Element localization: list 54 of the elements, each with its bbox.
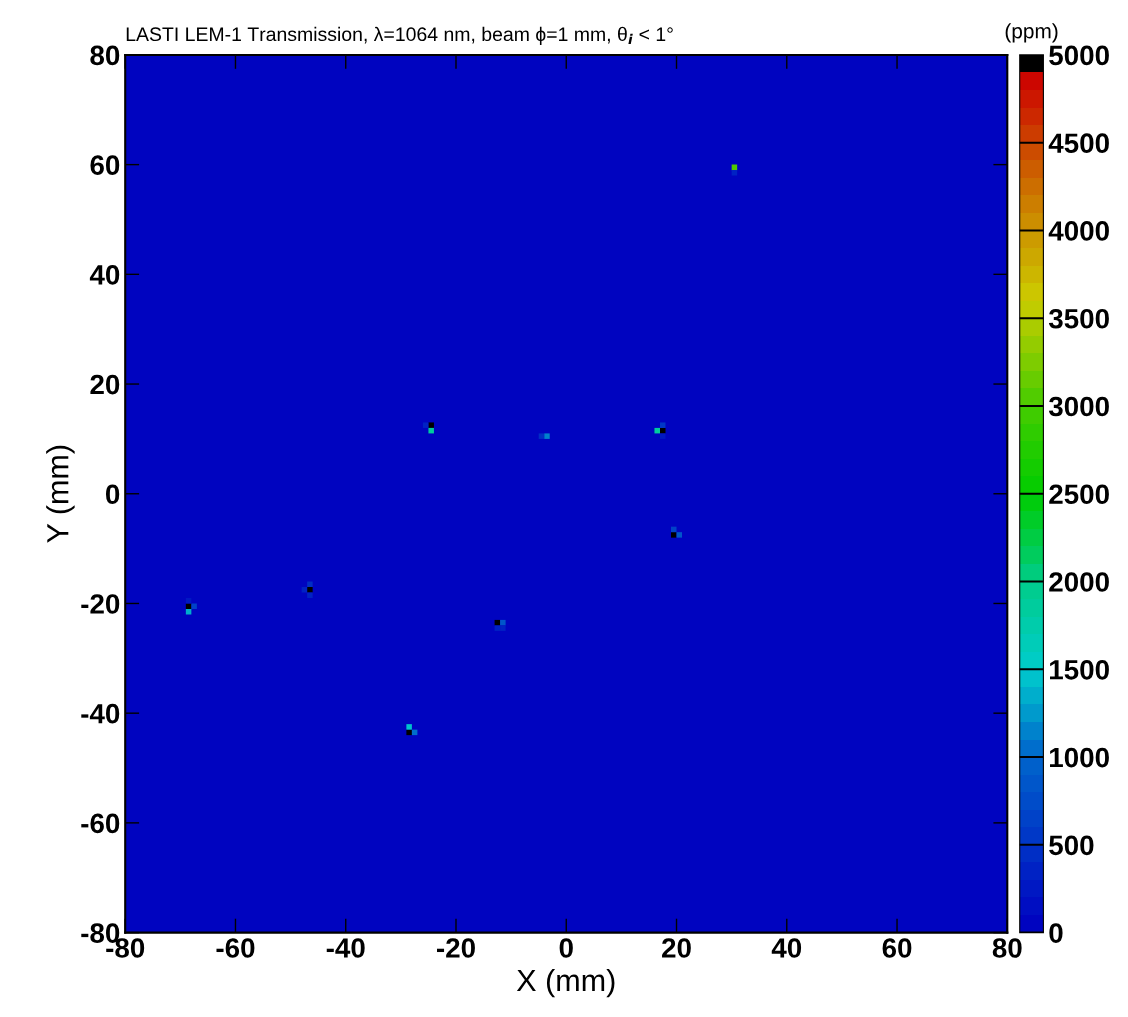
color-bar-label: 0 <box>1049 923 1063 943</box>
point <box>659 433 666 439</box>
point <box>500 619 506 626</box>
point <box>422 422 429 428</box>
y-tick-label: 20 <box>90 374 120 395</box>
y-tick-label: -60 <box>81 813 120 834</box>
x-tick-label: -60 <box>216 938 255 958</box>
color-bar-label: 3500 <box>1048 308 1109 329</box>
point <box>191 603 197 609</box>
point <box>406 729 412 736</box>
y-tick-label: 60 <box>90 155 120 175</box>
y-tick-label: 80 <box>90 45 120 66</box>
color-bar-label: 5000 <box>1049 45 1109 66</box>
y-tick-label: 0 <box>106 484 120 505</box>
x-tick-label: 80 <box>992 938 1022 958</box>
point <box>185 603 192 609</box>
point <box>307 586 313 593</box>
color-bar-label: 2500 <box>1049 484 1109 505</box>
point <box>671 526 677 533</box>
point <box>307 592 313 598</box>
point <box>671 532 677 538</box>
chart-title: LASTI LEM-1 Transmission, λ=1064 nm, beam ϕ=1 mm, θ$_{i}$ < 1° <box>126 26 673 45</box>
point <box>494 625 501 631</box>
point <box>406 724 412 730</box>
color-bar-label: 4000 <box>1048 221 1109 241</box>
x-tick-label: -40 <box>326 938 365 958</box>
y-tick-label: -20 <box>81 594 120 614</box>
point <box>538 433 545 439</box>
x-tick-label: -20 <box>437 938 475 958</box>
point <box>659 422 666 428</box>
point <box>731 170 738 176</box>
point <box>544 433 550 439</box>
y-tick-label: -40 <box>81 703 120 724</box>
x-tick-label: 60 <box>882 938 912 958</box>
color-bar-label: 4500 <box>1048 133 1109 154</box>
point <box>301 586 308 593</box>
y-tick-label: 40 <box>89 265 120 285</box>
point <box>428 422 434 428</box>
point <box>500 625 506 631</box>
point <box>428 427 434 434</box>
y-axis-title: Y (mm) <box>46 445 75 543</box>
color-bar-title: (ppm) <box>1005 23 1058 43</box>
color-bar-label: 3000 <box>1048 396 1109 417</box>
color-bar-label: 1000 <box>1050 747 1109 768</box>
x-axis-title: X (mm) <box>516 968 615 998</box>
x-tick-label: 40 <box>771 938 802 958</box>
x-tick-label: 20 <box>662 938 691 958</box>
color-bar-label: 500 <box>1049 835 1094 856</box>
x-tick-label: 0 <box>559 938 573 958</box>
point <box>676 532 683 538</box>
point <box>654 427 660 434</box>
color-bar-label: 1500 <box>1050 659 1109 680</box>
color-bar-label: 2000 <box>1049 572 1109 592</box>
point <box>307 581 313 588</box>
